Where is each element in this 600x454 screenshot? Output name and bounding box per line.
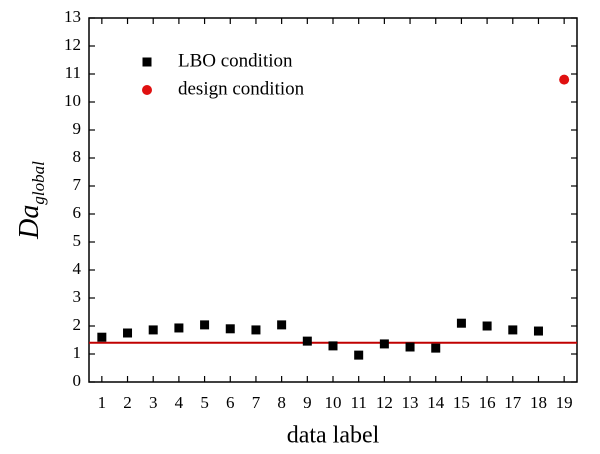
y-tick-label: 7 — [73, 175, 82, 194]
x-tick-label: 18 — [530, 393, 547, 412]
y-tick-label: 2 — [73, 315, 82, 334]
y-tick-label: 3 — [73, 287, 82, 306]
x-tick-label: 9 — [303, 393, 312, 412]
y-tick-label: 12 — [64, 35, 81, 54]
x-tick-label: 8 — [277, 393, 286, 412]
y-tick-label: 5 — [73, 231, 82, 250]
y-tick-label: 1 — [73, 343, 82, 362]
point — [97, 332, 107, 342]
point — [148, 325, 158, 335]
legend-label: LBO condition — [178, 50, 293, 71]
y-tick-label: 10 — [64, 91, 81, 110]
y-axis-label-group: Daglobal — [14, 161, 47, 240]
x-tick-label: 16 — [479, 393, 496, 412]
legend-marker — [142, 85, 152, 95]
x-tick-label: 2 — [123, 393, 132, 412]
x-tick-label: 12 — [376, 393, 393, 412]
point — [456, 318, 466, 328]
x-tick-label: 19 — [556, 393, 573, 412]
x-tick-label: 6 — [226, 393, 235, 412]
x-tick-label: 5 — [200, 393, 209, 412]
y-tick-label: 0 — [73, 371, 82, 390]
point — [328, 341, 338, 351]
y-tick-label: 9 — [73, 119, 82, 138]
point — [174, 323, 184, 333]
point — [354, 350, 364, 360]
plot-frame — [88, 17, 578, 383]
legend-label: design condition — [178, 78, 305, 99]
x-tick-label: 11 — [350, 393, 366, 412]
point — [431, 343, 441, 353]
x-axis-label: data label — [287, 423, 380, 449]
x-tick-label: 1 — [98, 393, 107, 412]
legend-marker — [142, 57, 152, 67]
x-tick-label: 17 — [504, 393, 522, 412]
point — [405, 342, 415, 352]
point — [302, 336, 312, 346]
y-tick-label: 8 — [73, 147, 82, 166]
point — [200, 320, 210, 330]
y-axis-label-main: Da — [14, 205, 45, 240]
point — [482, 321, 492, 331]
point — [379, 339, 389, 349]
x-tick-label: 15 — [453, 393, 470, 412]
x-tick-label: 13 — [402, 393, 419, 412]
y-tick-label: 4 — [73, 259, 82, 278]
point — [251, 325, 261, 335]
x-tick-label: 4 — [175, 393, 184, 412]
y-axis-label: Daglobal — [14, 161, 47, 240]
x-tick-label: 14 — [427, 393, 445, 412]
y-tick-label: 11 — [65, 63, 81, 82]
point — [559, 74, 570, 85]
y-tick-label: 13 — [64, 7, 81, 26]
y-tick-label: 6 — [73, 203, 82, 222]
point — [225, 324, 235, 334]
point — [277, 320, 287, 330]
x-tick-label: 10 — [325, 393, 342, 412]
x-tick-label: 7 — [252, 393, 261, 412]
point — [508, 325, 518, 335]
y-axis-label-sub: global — [29, 161, 48, 205]
x-tick-label: 3 — [149, 393, 158, 412]
point — [533, 326, 543, 336]
point — [123, 328, 133, 338]
